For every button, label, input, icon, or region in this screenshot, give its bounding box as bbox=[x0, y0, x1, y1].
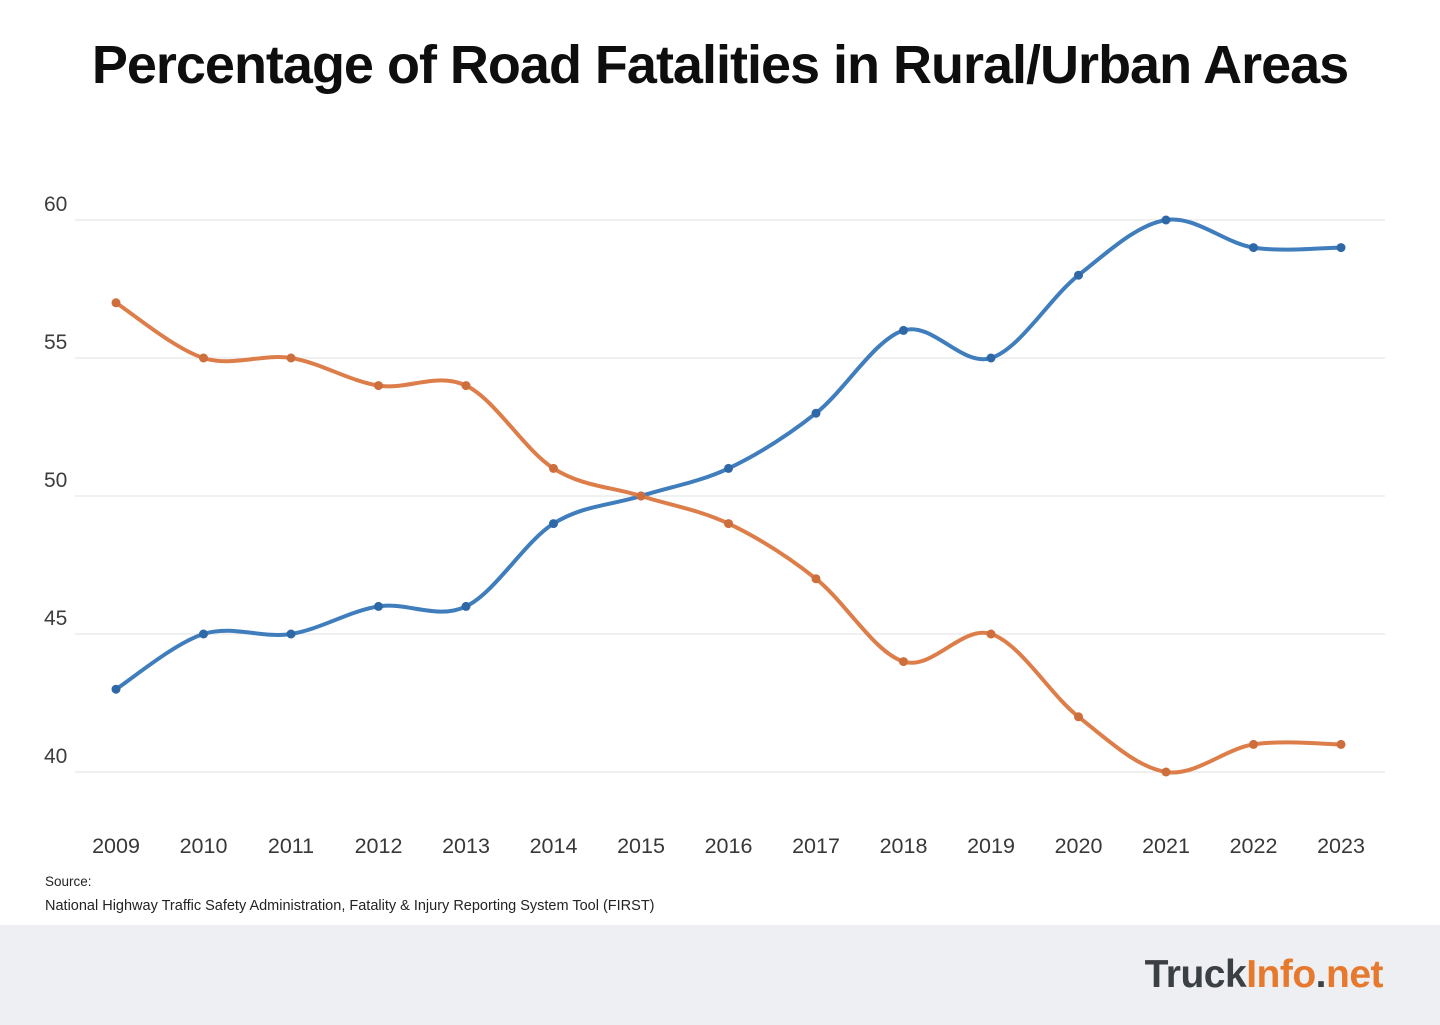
blue-line-point-2014 bbox=[549, 519, 558, 529]
source-text: National Highway Traffic Safety Administ… bbox=[45, 898, 655, 914]
orange-line-point-2021 bbox=[1161, 767, 1171, 777]
blue-line-point-2016 bbox=[724, 463, 733, 473]
data-series bbox=[111, 215, 1346, 777]
blue-line-point-2020 bbox=[1074, 270, 1083, 280]
y-axis-labels: 60 55 50 45 40 bbox=[44, 193, 67, 768]
orange-line-point-2022 bbox=[1249, 739, 1258, 749]
orange-line-point-2023 bbox=[1336, 739, 1346, 749]
brand-logo: TruckInfo.net bbox=[1144, 953, 1384, 997]
x-tick-label-2019: 2019 bbox=[967, 834, 1015, 858]
x-tick-label-2018: 2018 bbox=[880, 834, 928, 858]
x-tick-label-2017: 2017 bbox=[792, 834, 840, 858]
orange-line-point-2019 bbox=[986, 629, 996, 639]
blue-line-point-2013 bbox=[461, 601, 471, 611]
y-tick-label-50: 50 bbox=[44, 469, 67, 492]
blue-line-point-2023 bbox=[1336, 243, 1346, 253]
blue-line-point-2019 bbox=[986, 353, 996, 363]
blue-line-point-2009 bbox=[111, 684, 121, 694]
orange-line-point-2016 bbox=[724, 519, 733, 529]
x-tick-label-2014: 2014 bbox=[530, 834, 578, 858]
orange-line-point-2018 bbox=[899, 657, 908, 667]
blue-line-point-2021 bbox=[1161, 215, 1171, 225]
x-tick-label-2013: 2013 bbox=[442, 834, 490, 858]
orange-line-point-2013 bbox=[461, 381, 471, 391]
x-tick-label-2016: 2016 bbox=[705, 834, 753, 858]
blue-line-point-2018 bbox=[899, 325, 908, 335]
blue-line bbox=[114, 217, 1343, 692]
x-tick-label-2010: 2010 bbox=[180, 834, 228, 858]
x-axis-labels: 2009 2010 2011 2012 2013 2014 2015 2016 2017 2018… bbox=[92, 834, 1365, 858]
x-tick-label-2012: 2012 bbox=[355, 834, 403, 858]
orange-line bbox=[114, 300, 1343, 775]
logo-text-dot: . bbox=[1315, 953, 1327, 996]
blue-line-point-2010 bbox=[199, 629, 208, 639]
orange-line-point-2011 bbox=[286, 353, 296, 363]
blue-line-point-2017 bbox=[811, 408, 821, 418]
blue-line-point-2012 bbox=[374, 601, 383, 611]
logo-text-truck: Truck bbox=[1144, 953, 1247, 996]
blue-line-point-2022 bbox=[1249, 243, 1258, 253]
orange-line-point-2014 bbox=[549, 463, 558, 473]
gridlines bbox=[75, 219, 1385, 773]
y-tick-label-55: 55 bbox=[44, 331, 67, 354]
x-tick-label-2020: 2020 bbox=[1055, 834, 1103, 858]
y-tick-label-60: 60 bbox=[44, 193, 67, 216]
y-tick-label-45: 45 bbox=[44, 607, 67, 630]
orange-line-point-2020 bbox=[1074, 712, 1083, 722]
source-block: Source: National Highway Traffic Safety … bbox=[45, 874, 655, 914]
x-tick-label-2009: 2009 bbox=[92, 834, 140, 858]
x-tick-label-2022: 2022 bbox=[1230, 834, 1278, 858]
x-tick-label-2015: 2015 bbox=[617, 834, 665, 858]
orange-line-point-2010 bbox=[199, 353, 208, 363]
footer-band: TruckInfo.net bbox=[0, 925, 1440, 1025]
x-tick-label-2023: 2023 bbox=[1317, 834, 1365, 858]
x-tick-label-2021: 2021 bbox=[1142, 834, 1190, 858]
blue-line-point-2011 bbox=[286, 629, 296, 639]
logo-text-info: Info bbox=[1246, 953, 1316, 996]
y-tick-label-40: 40 bbox=[44, 745, 67, 768]
orange-line-point-2012 bbox=[374, 381, 383, 391]
logo-text-net: net bbox=[1326, 953, 1384, 996]
x-tick-label-2011: 2011 bbox=[268, 834, 314, 858]
chart-title: Percentage of Road Fatalities in Rural/U… bbox=[91, 35, 1349, 95]
orange-line-point-2015 bbox=[636, 491, 646, 501]
orange-line-point-2017 bbox=[811, 574, 821, 584]
orange-line-point-2009 bbox=[111, 298, 121, 308]
source-label: Source: bbox=[45, 874, 92, 889]
